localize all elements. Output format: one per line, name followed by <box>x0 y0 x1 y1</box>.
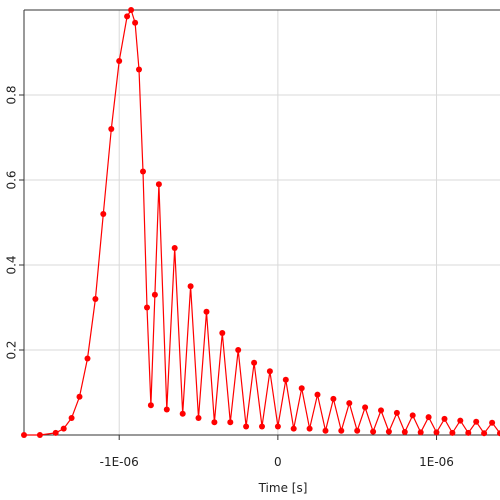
data-point <box>481 430 488 437</box>
data-point <box>203 308 210 315</box>
data-point <box>132 19 139 26</box>
data-point <box>151 291 158 298</box>
data-point <box>290 425 297 432</box>
data-point <box>306 425 313 432</box>
data-point <box>497 430 500 437</box>
data-point <box>282 376 289 383</box>
data-point <box>354 427 361 434</box>
data-point <box>211 419 218 426</box>
data-point <box>370 428 377 435</box>
data-point <box>378 407 384 414</box>
data-point <box>21 432 27 438</box>
data-point <box>36 432 43 438</box>
data-point <box>417 429 424 436</box>
axes <box>19 9 500 440</box>
data-point <box>401 429 408 435</box>
data-point <box>433 429 440 436</box>
data-point <box>322 427 329 434</box>
data-point <box>441 415 448 422</box>
data-point <box>52 429 59 436</box>
data-point <box>385 428 392 435</box>
data-point <box>346 400 353 407</box>
data-point <box>227 419 234 426</box>
data-point <box>465 429 472 436</box>
data-point <box>338 427 345 434</box>
data-point <box>84 355 91 362</box>
data-point <box>298 385 305 392</box>
data-point <box>330 395 337 402</box>
data-point <box>136 66 142 73</box>
data-point <box>187 283 194 290</box>
x-tick-label: 1E-06 <box>419 455 454 469</box>
data-point <box>60 425 67 432</box>
data-point <box>473 418 480 425</box>
data-point <box>140 168 146 175</box>
data-point <box>251 359 258 366</box>
data-point <box>449 429 456 436</box>
y-tick-label: 0.2 <box>5 340 19 359</box>
data-point <box>266 368 273 375</box>
tick-labels: -1E-06 0 1E-06 0.2 0.4 0.6 0.8 <box>5 85 454 469</box>
data-point <box>124 13 131 20</box>
y-tick-label: 0.4 <box>5 255 19 274</box>
data-point <box>171 245 178 251</box>
data-point <box>314 391 321 398</box>
data-point <box>393 409 400 416</box>
data-point <box>68 415 75 421</box>
data-point <box>147 402 154 409</box>
x-tick-label: -1E-06 <box>100 455 139 469</box>
data-point <box>362 404 369 411</box>
data-point <box>128 7 135 13</box>
series-layer <box>21 7 500 438</box>
x-tick-label: 0 <box>274 455 282 469</box>
data-point <box>489 419 496 426</box>
data-point <box>259 423 265 430</box>
data-point <box>219 330 226 336</box>
data-point <box>116 58 123 64</box>
data-point <box>195 415 202 421</box>
x-axis-label: Time [s] <box>258 481 308 495</box>
data-point <box>155 181 162 188</box>
data-point <box>92 296 99 302</box>
data-point <box>243 423 250 430</box>
data-point <box>425 414 432 421</box>
data-point <box>100 211 107 217</box>
data-point <box>179 410 186 417</box>
data-point <box>409 412 416 419</box>
data-point <box>235 347 242 353</box>
data-point <box>108 126 115 132</box>
data-point <box>163 406 170 413</box>
series-line <box>24 8 500 436</box>
data-point <box>274 423 281 430</box>
data-point <box>457 417 464 424</box>
y-tick-label: 0.8 <box>5 85 19 104</box>
grid <box>24 10 500 435</box>
y-tick-label: 0.6 <box>5 170 19 189</box>
data-point <box>144 304 150 311</box>
data-point <box>76 393 83 400</box>
